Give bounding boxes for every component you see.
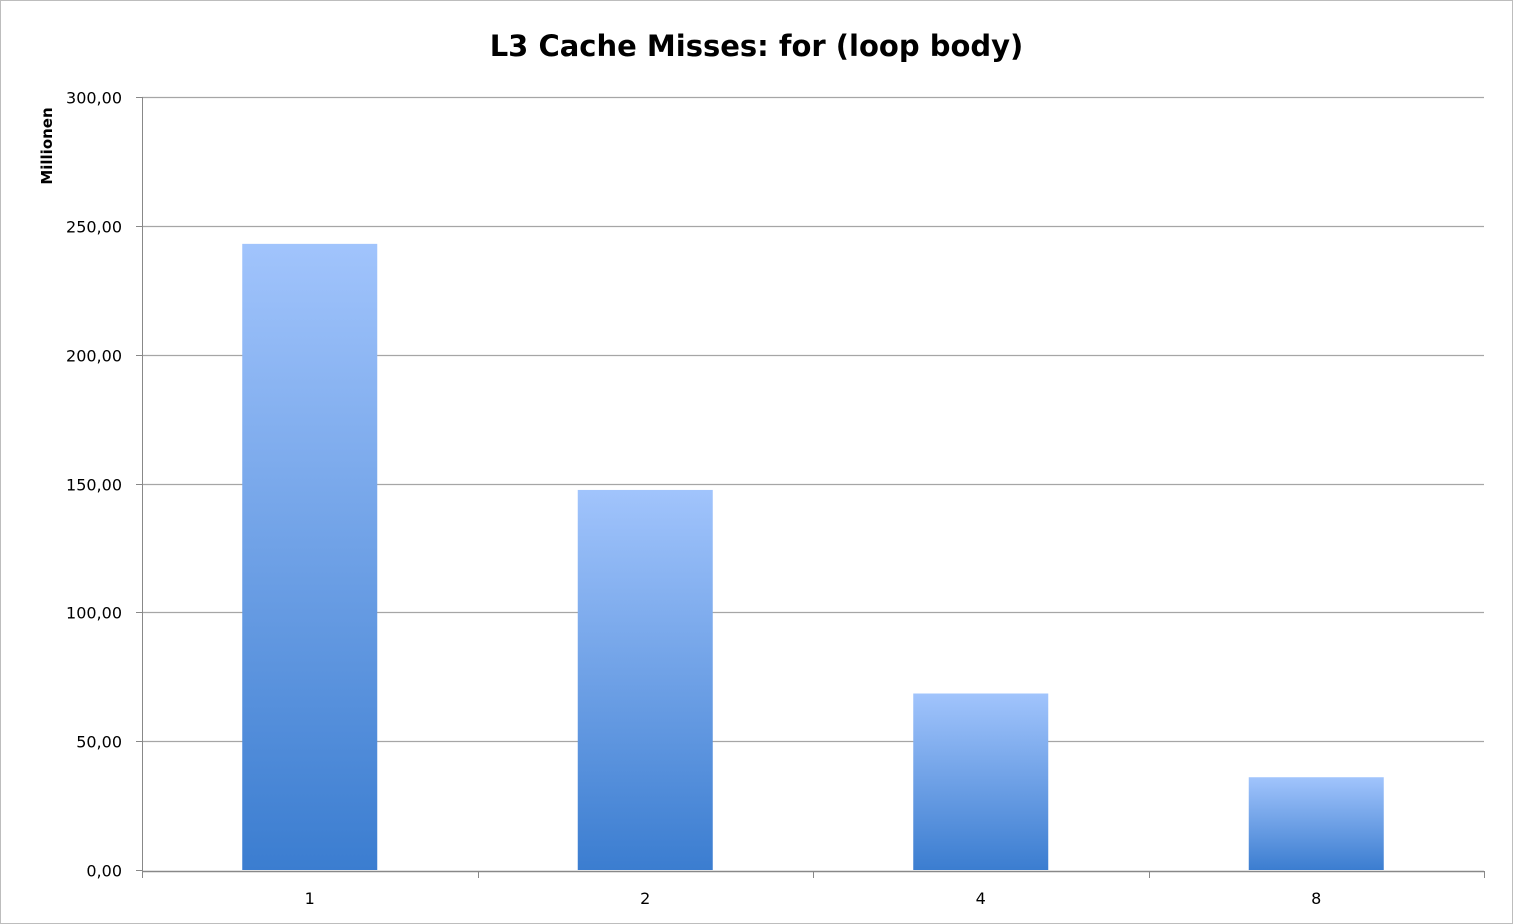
y-tick-label: 300,00 [66, 89, 122, 108]
bar-8 [1248, 777, 1384, 870]
y-tick-label: 250,00 [66, 218, 122, 237]
chart-title: L3 Cache Misses: for (loop body) [489, 29, 1024, 63]
x-tick-label: 4 [976, 889, 986, 908]
y-tick-label: 100,00 [66, 604, 122, 623]
x-tick-label: 1 [305, 889, 315, 908]
bar-1 [242, 243, 378, 870]
bar-4 [913, 693, 1049, 870]
x-tick-label: 2 [640, 889, 650, 908]
bar-2 [577, 489, 713, 870]
y-tick-label: 150,00 [66, 476, 122, 495]
x-tick-label: 8 [1311, 889, 1321, 908]
y-tick-label: 50,00 [76, 733, 122, 752]
y-tick-label: 200,00 [66, 347, 122, 366]
y-tick-label: 0,00 [86, 862, 122, 881]
